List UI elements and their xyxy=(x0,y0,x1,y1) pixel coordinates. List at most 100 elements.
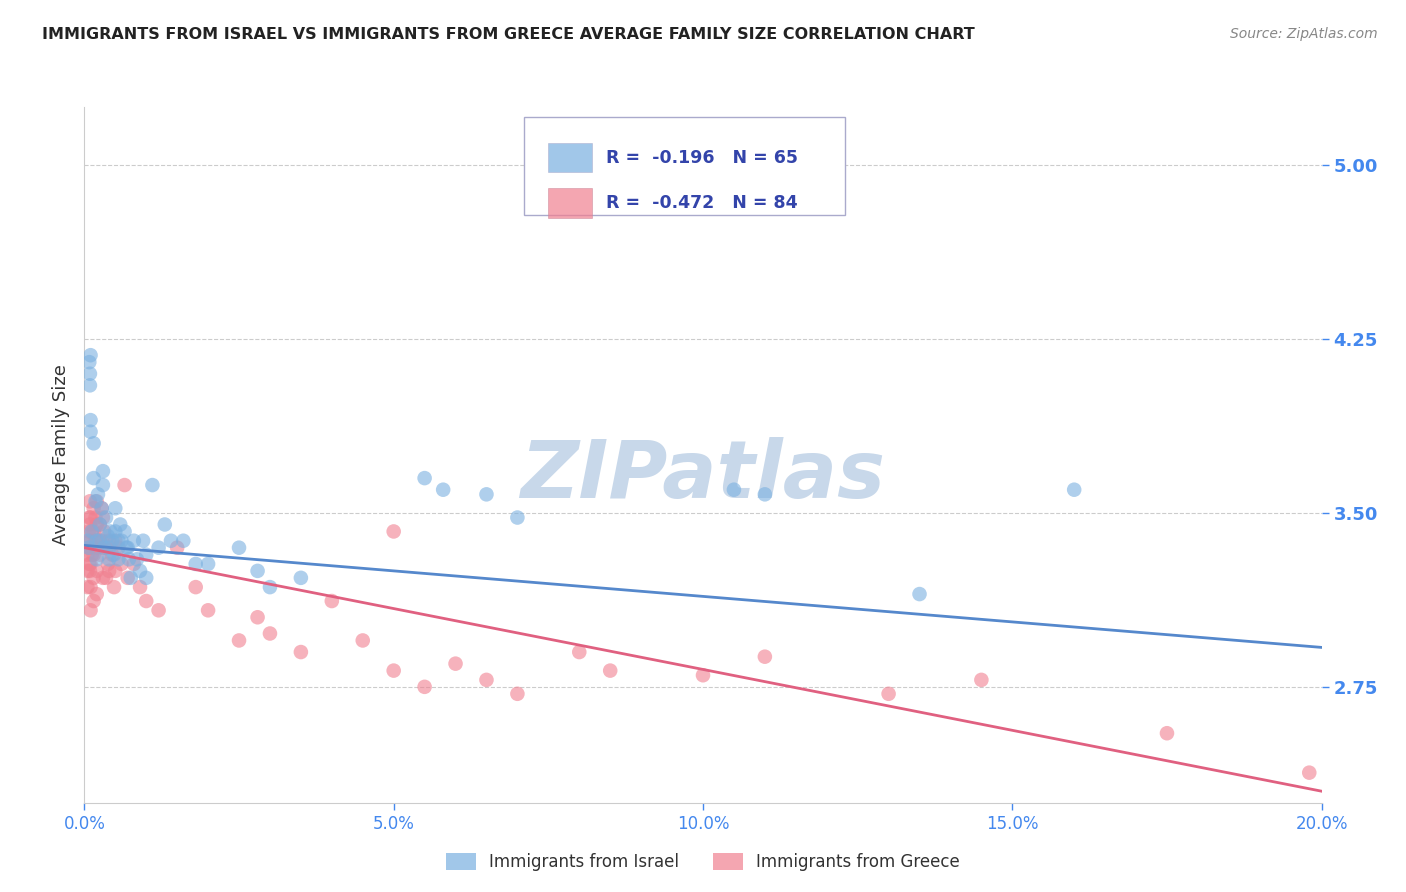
Point xyxy=(122,557,145,571)
Point xyxy=(1063,483,1085,497)
FancyBboxPatch shape xyxy=(523,118,845,215)
Point xyxy=(132,533,155,548)
Point xyxy=(153,517,176,532)
Point xyxy=(148,541,170,555)
Point xyxy=(76,548,98,562)
Point xyxy=(1156,726,1178,740)
Point xyxy=(148,603,170,617)
Point xyxy=(79,533,101,548)
Point xyxy=(114,524,136,539)
Point xyxy=(79,580,101,594)
Point xyxy=(877,687,900,701)
Point xyxy=(117,541,139,555)
Point xyxy=(114,478,136,492)
Point xyxy=(87,533,110,548)
Point xyxy=(908,587,931,601)
Point xyxy=(1032,812,1054,826)
Point xyxy=(104,524,127,539)
Point xyxy=(84,494,107,508)
Point xyxy=(83,471,105,485)
Point xyxy=(89,548,111,562)
Point xyxy=(83,548,105,562)
Point xyxy=(107,541,129,555)
Point xyxy=(104,564,127,578)
Point xyxy=(79,557,101,571)
Point xyxy=(413,680,436,694)
Point xyxy=(80,524,103,539)
Point xyxy=(77,541,100,555)
Y-axis label: Average Family Size: Average Family Size xyxy=(52,365,70,545)
Point xyxy=(93,524,115,539)
Point xyxy=(110,517,132,532)
Point xyxy=(107,552,129,566)
Point xyxy=(86,494,108,508)
Point xyxy=(259,580,281,594)
Point xyxy=(90,533,112,548)
Point xyxy=(86,541,108,555)
Point xyxy=(246,564,269,578)
Point xyxy=(79,533,101,548)
Point xyxy=(107,533,129,548)
Point xyxy=(117,571,139,585)
Point xyxy=(259,626,281,640)
Point xyxy=(97,529,120,543)
Point xyxy=(79,517,101,532)
Point xyxy=(77,524,100,539)
Point xyxy=(568,645,591,659)
Point xyxy=(599,664,621,678)
Point xyxy=(118,552,141,566)
Point xyxy=(321,594,343,608)
Point xyxy=(84,510,107,524)
Point xyxy=(754,487,776,501)
Point xyxy=(94,571,117,585)
Point xyxy=(135,594,157,608)
Point xyxy=(80,548,103,562)
Point xyxy=(104,501,127,516)
Point xyxy=(80,524,103,539)
Point xyxy=(77,541,100,555)
Point xyxy=(506,687,529,701)
Point xyxy=(97,557,120,571)
Point xyxy=(444,657,467,671)
Point xyxy=(413,471,436,485)
Point xyxy=(506,510,529,524)
Point xyxy=(79,425,101,439)
Point xyxy=(228,541,250,555)
Point xyxy=(98,524,121,539)
Point xyxy=(135,571,157,585)
Point xyxy=(103,548,125,562)
Point xyxy=(184,580,207,594)
Point xyxy=(160,533,183,548)
Text: Source: ZipAtlas.com: Source: ZipAtlas.com xyxy=(1230,27,1378,41)
Point xyxy=(79,564,101,578)
Point xyxy=(101,533,124,548)
Point xyxy=(79,494,101,508)
Point xyxy=(90,501,112,516)
Point xyxy=(91,464,114,478)
Point xyxy=(98,541,121,555)
Point xyxy=(86,533,108,548)
Point xyxy=(91,541,114,555)
Point xyxy=(103,580,125,594)
Point xyxy=(141,478,163,492)
Point xyxy=(104,533,127,548)
Point xyxy=(184,557,207,571)
Point xyxy=(120,571,142,585)
Point xyxy=(83,594,105,608)
Point xyxy=(98,564,121,578)
Point xyxy=(98,552,121,566)
Point xyxy=(135,548,157,562)
Point xyxy=(91,478,114,492)
Point xyxy=(246,610,269,624)
Point xyxy=(970,673,993,687)
Point xyxy=(84,533,107,548)
Point xyxy=(79,557,101,571)
Point xyxy=(86,552,108,566)
Point xyxy=(94,510,117,524)
Point xyxy=(98,533,121,548)
Point xyxy=(83,501,105,516)
Text: ZIPatlas: ZIPatlas xyxy=(520,437,886,515)
Text: R =  -0.196   N = 65: R = -0.196 N = 65 xyxy=(606,149,799,167)
FancyBboxPatch shape xyxy=(548,144,592,172)
Text: R =  -0.472   N = 84: R = -0.472 N = 84 xyxy=(606,194,799,212)
